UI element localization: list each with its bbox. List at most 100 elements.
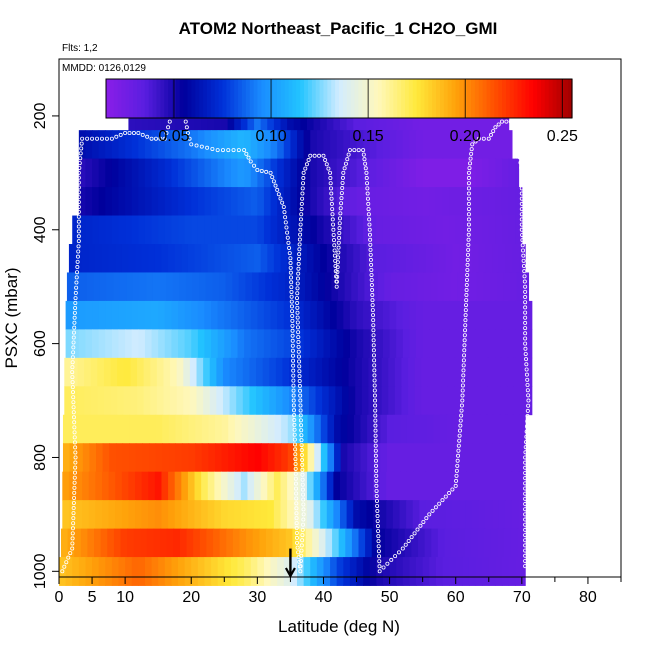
heatmap-cell bbox=[161, 244, 169, 273]
track-point bbox=[454, 478, 459, 483]
heatmap-cell bbox=[368, 357, 376, 387]
track-point bbox=[301, 502, 306, 507]
colorbar-swatch bbox=[568, 79, 573, 118]
colorbar-swatch bbox=[121, 79, 127, 118]
heatmap-cell bbox=[302, 357, 310, 387]
track-point bbox=[521, 263, 526, 268]
colorbar-swatch bbox=[381, 79, 387, 118]
heatmap-cell bbox=[479, 414, 487, 444]
heatmap-cell bbox=[439, 443, 448, 473]
heatmap-cell bbox=[406, 471, 414, 501]
heatmap-cell bbox=[148, 471, 156, 501]
heatmap-cell bbox=[392, 244, 401, 273]
heatmap-cell bbox=[244, 329, 252, 359]
heatmap-cell bbox=[111, 215, 120, 245]
track-point bbox=[409, 535, 414, 540]
colorbar-swatch bbox=[183, 79, 189, 118]
heatmap-cell bbox=[427, 357, 436, 387]
heatmap-cell bbox=[455, 300, 463, 330]
track-point bbox=[78, 151, 83, 156]
heatmap-cell bbox=[402, 215, 411, 245]
track-point bbox=[524, 362, 529, 367]
track-point bbox=[291, 393, 296, 398]
heatmap-cell bbox=[96, 443, 104, 473]
track-point bbox=[367, 222, 372, 227]
track-point bbox=[389, 557, 394, 562]
heatmap-cell bbox=[386, 244, 394, 273]
track-point bbox=[72, 320, 77, 325]
heatmap-cell bbox=[234, 443, 243, 473]
heatmap-cell bbox=[379, 500, 387, 530]
track-point bbox=[523, 564, 528, 569]
heatmap-cell bbox=[269, 357, 277, 387]
heatmap-cell bbox=[151, 557, 159, 586]
colorbar-swatch bbox=[222, 79, 227, 118]
track-point bbox=[76, 170, 81, 175]
track-point bbox=[421, 519, 426, 524]
heatmap-cell bbox=[300, 443, 309, 473]
heatmap-cell bbox=[194, 471, 202, 501]
heatmap-cell bbox=[115, 443, 124, 473]
heatmap-cell bbox=[511, 471, 520, 501]
track-point bbox=[76, 239, 81, 244]
colorbar-swatch bbox=[540, 79, 546, 118]
track-point bbox=[70, 546, 75, 551]
heatmap-cell bbox=[437, 528, 446, 558]
heatmap-cell bbox=[353, 414, 362, 444]
heatmap-cell bbox=[129, 443, 137, 473]
heatmap-cell bbox=[310, 329, 318, 359]
track-point bbox=[385, 561, 390, 566]
heatmap-cell bbox=[250, 130, 258, 160]
track-point bbox=[295, 310, 300, 315]
track-point bbox=[372, 393, 377, 398]
heatmap-cell bbox=[349, 215, 358, 245]
heatmap-cell bbox=[480, 386, 489, 416]
heatmap-cell bbox=[98, 187, 106, 216]
track-point bbox=[377, 559, 382, 564]
heatmap-cell bbox=[501, 215, 510, 245]
heatmap-cell bbox=[396, 215, 404, 245]
track-point bbox=[76, 224, 81, 229]
track-point bbox=[73, 305, 78, 310]
heatmap-cell bbox=[125, 329, 133, 359]
track-point bbox=[298, 393, 303, 398]
heatmap-cell bbox=[108, 471, 116, 501]
heatmap-cell bbox=[217, 158, 225, 188]
track-point bbox=[162, 136, 167, 141]
heatmap-cell bbox=[439, 471, 447, 501]
track-point bbox=[153, 136, 158, 141]
heatmap-cell bbox=[310, 130, 318, 160]
track-point bbox=[194, 143, 199, 148]
track-point bbox=[468, 161, 473, 166]
track-point bbox=[185, 130, 190, 135]
colorbar-swatch bbox=[467, 79, 472, 118]
heatmap-cell bbox=[474, 357, 482, 387]
track-point bbox=[293, 452, 298, 457]
track-point bbox=[298, 564, 303, 569]
heatmap-cell bbox=[254, 443, 262, 473]
heatmap-cell bbox=[150, 357, 158, 387]
heatmap-cell bbox=[427, 386, 436, 416]
track-point bbox=[301, 507, 306, 512]
heatmap-cell bbox=[279, 528, 287, 558]
heatmap-cell bbox=[454, 386, 462, 416]
heatmap-cell bbox=[126, 272, 134, 302]
colorbar-swatch bbox=[428, 79, 433, 118]
track-point bbox=[356, 148, 361, 153]
heatmap-cell bbox=[172, 272, 180, 302]
track-point bbox=[456, 443, 461, 448]
track-point bbox=[300, 482, 305, 487]
track-point bbox=[294, 491, 299, 496]
track-point bbox=[64, 560, 69, 565]
heatmap-cell bbox=[82, 414, 91, 444]
heatmap-cell bbox=[257, 130, 265, 160]
heatmap-cell bbox=[273, 244, 282, 273]
heatmap-cell bbox=[419, 500, 427, 530]
track-point bbox=[109, 136, 114, 141]
track-point bbox=[294, 486, 299, 491]
track-point bbox=[454, 473, 459, 478]
heatmap-cell bbox=[294, 443, 302, 473]
track-point bbox=[352, 148, 357, 153]
heatmap-cell bbox=[153, 528, 161, 558]
heatmap-cell bbox=[416, 329, 424, 359]
